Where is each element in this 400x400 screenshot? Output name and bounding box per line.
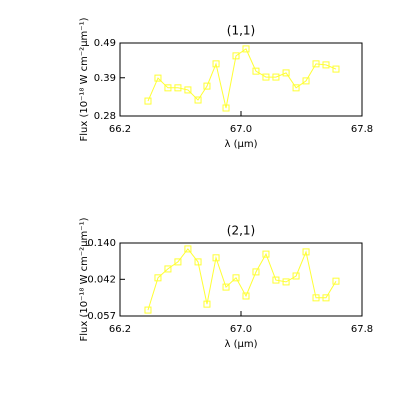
data-point (262, 250, 270, 258)
data-point (212, 254, 220, 262)
data-point (252, 268, 260, 276)
data-point (222, 283, 230, 291)
data-point (272, 73, 280, 81)
y-tick-label: 0.28 (94, 111, 116, 122)
data-point (302, 248, 310, 256)
data-point (174, 84, 182, 92)
data-point (262, 73, 270, 81)
data-point (203, 300, 211, 308)
data-point (184, 245, 192, 253)
data-point (312, 60, 320, 68)
data-point (322, 294, 330, 302)
y-tick-label: -0.057 (84, 311, 116, 322)
y-tick-label: 0.49 (94, 38, 116, 49)
data-point (144, 306, 152, 314)
series-line (147, 248, 337, 311)
x-tick-label: 67.0 (230, 324, 252, 335)
data-point (184, 86, 192, 94)
data-point (144, 97, 152, 105)
x-axis-label: λ (μm) (224, 339, 257, 350)
y-tick-label: 0.140 (87, 238, 116, 249)
data-point (292, 272, 300, 280)
plot-frame (119, 42, 363, 117)
data-point (232, 274, 240, 282)
data-point (242, 292, 250, 300)
y-axis-label: Flux (10⁻¹⁸ W cm⁻²μm⁻¹) (79, 17, 90, 141)
data-point (252, 67, 260, 75)
data-point (292, 84, 300, 92)
data-point (154, 274, 162, 282)
data-point (322, 61, 330, 69)
x-tick-label: 67.8 (351, 124, 373, 135)
data-point (164, 265, 172, 273)
data-point (222, 104, 230, 112)
chart-title: (1,1) (227, 24, 255, 38)
series-line (147, 48, 337, 109)
y-axis-label: Flux (10⁻¹⁸ W cm⁻²μm⁻¹) (79, 217, 90, 341)
y-tick-label: 0.39 (94, 73, 116, 84)
data-point (272, 276, 280, 284)
x-tick-label: 67.8 (351, 324, 373, 335)
data-point (282, 69, 290, 77)
plot-frame (119, 242, 363, 317)
data-point (312, 294, 320, 302)
data-point (232, 52, 240, 60)
data-point (203, 82, 211, 90)
data-point (164, 84, 172, 92)
chart-title: (2,1) (227, 224, 255, 238)
data-point (302, 77, 310, 85)
data-point (194, 96, 202, 104)
y-tick-label: 0.042 (87, 274, 116, 285)
data-point (242, 45, 250, 53)
x-tick-label: 66.2 (109, 124, 131, 135)
data-point (332, 65, 340, 73)
data-point (154, 74, 162, 82)
data-point (212, 60, 220, 68)
x-tick-label: 66.2 (109, 324, 131, 335)
data-point (332, 277, 340, 285)
data-point (194, 258, 202, 266)
x-axis-label: λ (μm) (224, 139, 257, 150)
data-point (282, 278, 290, 286)
x-tick-label: 67.0 (230, 124, 252, 135)
data-point (174, 258, 182, 266)
